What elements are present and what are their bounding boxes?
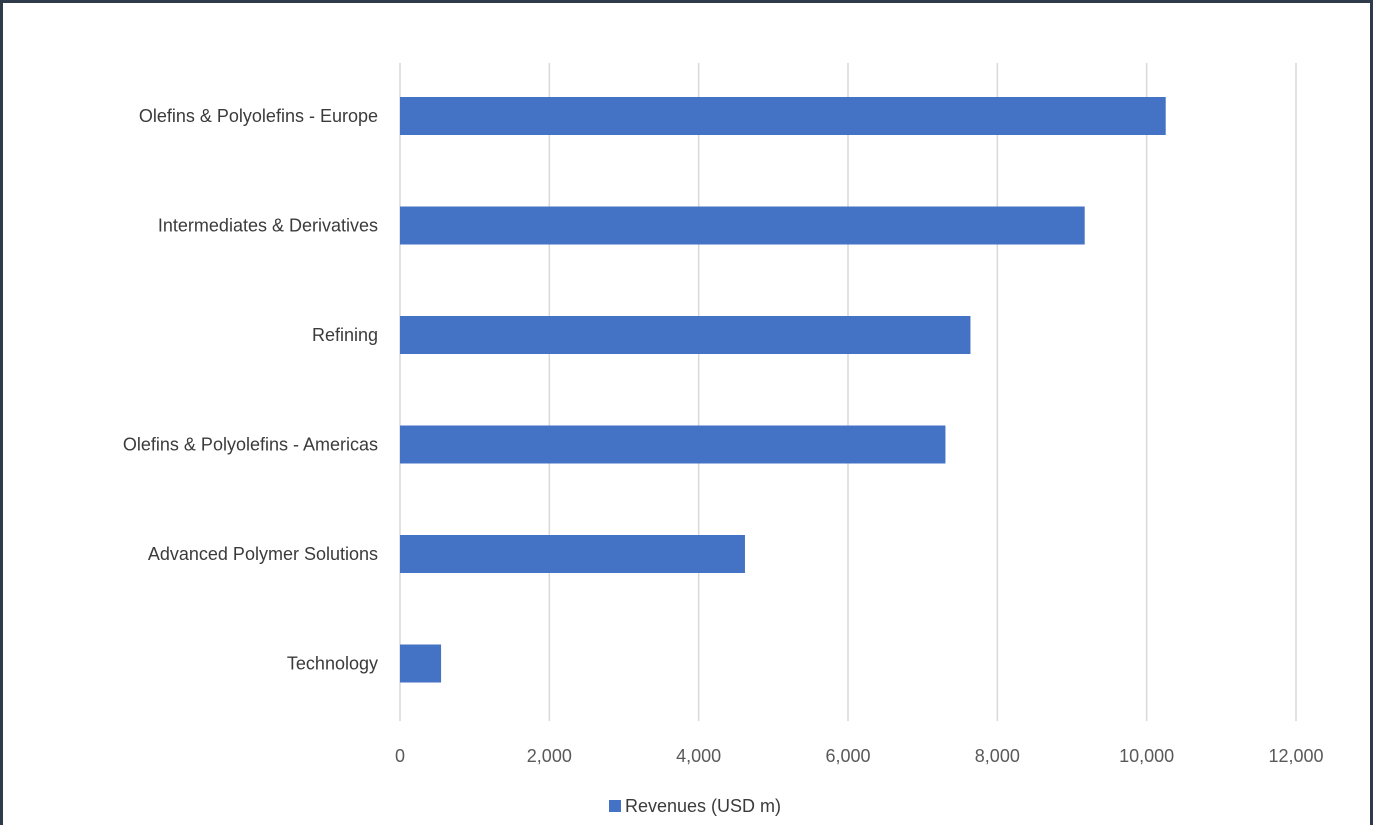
x-axis-tick-labels: 0 2,000 4,000 6,000 8,000 10,000 12,000 bbox=[395, 746, 1324, 766]
category-label: Olefins & Polyolefins - Europe bbox=[139, 106, 378, 126]
bar bbox=[400, 97, 1166, 135]
x-tick-label: 6,000 bbox=[825, 746, 870, 766]
bar-chart: Olefins & Polyolefins - Europe Intermedia… bbox=[123, 63, 1324, 816]
legend: Revenues (USD m) bbox=[609, 796, 781, 816]
x-tick-label: 2,000 bbox=[527, 746, 572, 766]
x-tick-label: 4,000 bbox=[676, 746, 721, 766]
bars bbox=[400, 97, 1166, 683]
bar bbox=[400, 316, 971, 354]
bar bbox=[400, 535, 745, 573]
bar bbox=[400, 206, 1085, 245]
gridlines bbox=[399, 63, 1297, 721]
x-tick-label: 10,000 bbox=[1119, 746, 1174, 766]
category-label: Advanced Polymer Solutions bbox=[148, 544, 378, 564]
bar bbox=[400, 425, 946, 464]
x-tick-label: 0 bbox=[395, 746, 405, 766]
x-tick-label: 8,000 bbox=[975, 746, 1020, 766]
category-label: Technology bbox=[287, 654, 378, 674]
bar bbox=[400, 644, 442, 683]
category-label: Refining bbox=[312, 325, 378, 345]
x-tick-label: 12,000 bbox=[1268, 746, 1323, 766]
category-labels: Olefins & Polyolefins - Europe Intermedia… bbox=[123, 106, 378, 674]
legend-label: Revenues (USD m) bbox=[625, 796, 781, 816]
category-label: Olefins & Polyolefins - Americas bbox=[123, 435, 378, 455]
category-label: Intermediates & Derivatives bbox=[158, 216, 378, 236]
legend-swatch bbox=[609, 800, 621, 812]
